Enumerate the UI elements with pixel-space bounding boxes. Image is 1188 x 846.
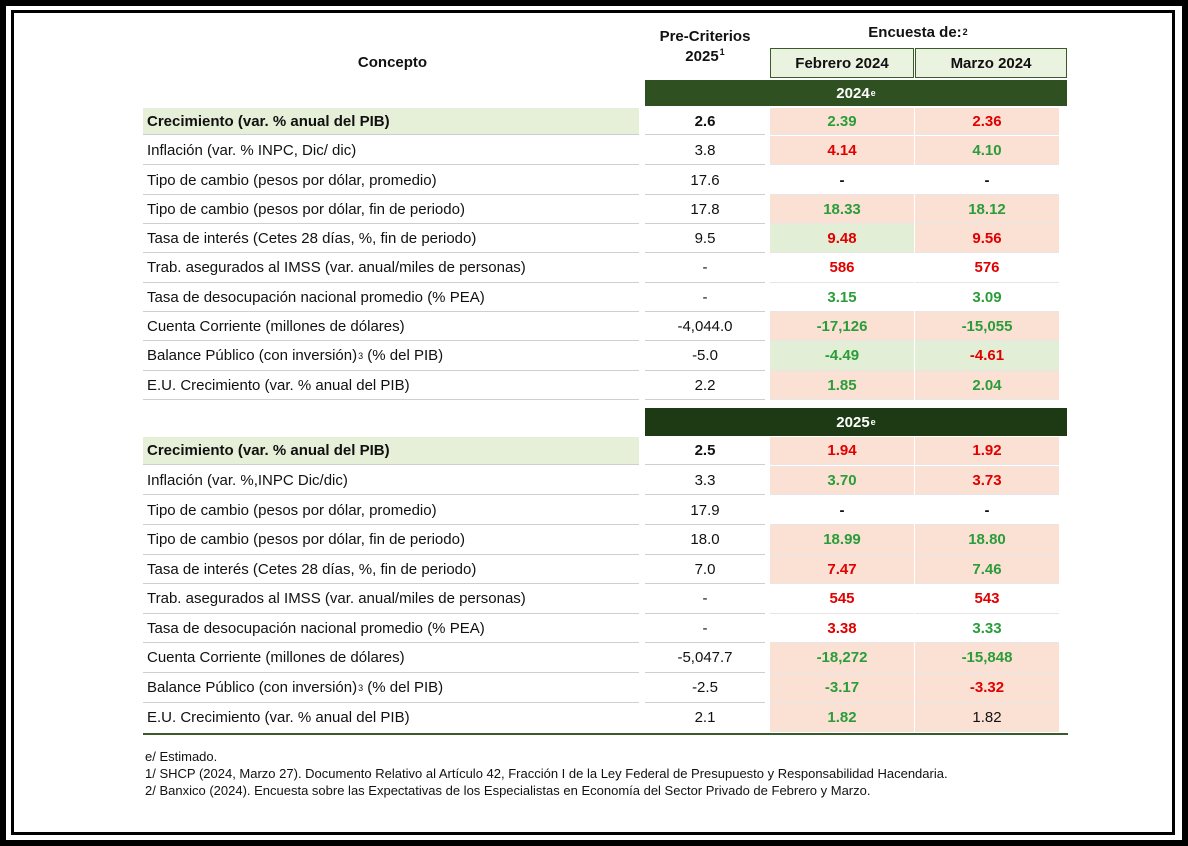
mar-value: -15,055 — [915, 312, 1059, 341]
precriterios-value: - — [645, 253, 765, 283]
feb-value: 3.15 — [770, 283, 914, 312]
year-band-2024: 2024 e — [645, 80, 1067, 106]
mar-value: 7.46 — [915, 555, 1059, 584]
feb-value: 18.33 — [770, 195, 914, 224]
feb-value: 18.99 — [770, 525, 914, 555]
mar-value: 18.80 — [915, 525, 1059, 555]
feb-value: 545 — [770, 584, 914, 614]
precriterios-value: 7.0 — [645, 555, 765, 584]
header-febrero: Febrero 2024 — [770, 48, 914, 78]
precriterios-value: -4,044.0 — [645, 312, 765, 341]
mar-value: -3.32 — [915, 673, 1059, 703]
feb-value: 1.82 — [770, 703, 914, 732]
mar-value: 3.33 — [915, 614, 1059, 643]
header-pre-criterios-line1: Pre-Criterios — [659, 28, 751, 45]
mar-value: 1.82 — [915, 703, 1059, 732]
precriterios-value: - — [645, 584, 765, 614]
mar-value: - — [915, 166, 1059, 195]
header-concepto: Concepto — [357, 53, 428, 71]
precriterios-value: 2.5 — [645, 437, 765, 465]
precriterios-value: 18.0 — [645, 525, 765, 555]
mar-value: 3.73 — [915, 466, 1059, 495]
footnote-e: e/ Estimado. — [145, 749, 218, 764]
row-label: Tipo de cambio (pesos por dólar, fin de … — [143, 525, 639, 555]
inner-frame — [11, 10, 1175, 835]
feb-value: 9.48 — [770, 224, 914, 253]
mar-value: 3.09 — [915, 283, 1059, 312]
footnote-2: 2/ Banxico (2024). Encuesta sobre las Ex… — [145, 783, 871, 798]
header-encuesta: Encuesta de: 2 — [868, 23, 968, 41]
precriterios-value: 9.5 — [645, 224, 765, 253]
header-marzo: Marzo 2024 — [915, 48, 1067, 78]
feb-value: - — [770, 496, 914, 525]
row-label: Crecimiento (var. % anual del PIB) — [143, 108, 639, 135]
feb-value: 7.47 — [770, 555, 914, 584]
row-label: Trab. asegurados al IMSS (var. anual/mil… — [143, 584, 639, 614]
row-label: Tipo de cambio (pesos por dólar, fin de … — [143, 195, 639, 224]
feb-value: -4.49 — [770, 341, 914, 371]
mar-value: 4.10 — [915, 136, 1059, 165]
row-label: Trab. asegurados al IMSS (var. anual/mil… — [143, 253, 639, 283]
precriterios-value: 17.6 — [645, 166, 765, 195]
mar-value: 543 — [915, 584, 1059, 614]
mar-value: 2.04 — [915, 371, 1059, 400]
row-label: Tasa de interés (Cetes 28 días, %, fin d… — [143, 555, 639, 584]
precriterios-value: -2.5 — [645, 673, 765, 703]
mar-value: 1.92 — [915, 437, 1059, 465]
footnote-1: 1/ SHCP (2024, Marzo 27). Documento Rela… — [145, 766, 948, 781]
mar-value: 2.36 — [915, 108, 1059, 135]
precriterios-value: 17.8 — [645, 195, 765, 224]
row-label: E.U. Crecimiento (var. % anual del PIB) — [147, 709, 410, 726]
row-label: Inflación (var. %,INPC Dic/dic) — [143, 466, 639, 495]
row-label: E.U. Crecimiento (var. % anual del PIB) — [143, 371, 639, 400]
footnotes: e/ Estimado. 1/ SHCP (2024, Marzo 27). D… — [145, 748, 1065, 799]
feb-value: -18,272 — [770, 643, 914, 673]
row-label: Cuenta Corriente (millones de dólares) — [143, 312, 639, 341]
row-label: Balance Público (con inversión) 3 (% del … — [143, 341, 639, 371]
feb-value: 1.94 — [770, 437, 914, 465]
table-bottom-rule — [143, 733, 1068, 735]
precriterios-value: -5.0 — [645, 341, 765, 371]
year-band-2025: 2025 e — [645, 408, 1067, 436]
mar-value: 9.56 — [915, 224, 1059, 253]
row-label: Tipo de cambio (pesos por dólar, promedi… — [143, 166, 639, 195]
precriterios-value: 3.8 — [645, 136, 765, 165]
row-label: Tipo de cambio (pesos por dólar, promedi… — [143, 496, 639, 525]
feb-value: 3.38 — [770, 614, 914, 643]
feb-value: 2.39 — [770, 108, 914, 135]
feb-value: 4.14 — [770, 136, 914, 165]
feb-value: - — [770, 166, 914, 195]
row-label: Tasa de desocupación nacional promedio (… — [143, 614, 639, 643]
mar-value: 18.12 — [915, 195, 1059, 224]
row-label: Balance Público (con inversión) 3 (% del … — [143, 673, 639, 703]
precriterios-value: 17.9 — [645, 496, 765, 525]
mar-value: -15,848 — [915, 643, 1059, 673]
precriterios-value: -5,047.7 — [645, 643, 765, 673]
feb-value: 3.70 — [770, 466, 914, 495]
feb-value: 1.85 — [770, 371, 914, 400]
precriterios-value: 2.2 — [645, 371, 765, 400]
precriterios-value: 2.1 — [694, 709, 716, 726]
row-label: Crecimiento (var. % anual del PIB) — [143, 437, 639, 465]
mar-value: -4.61 — [915, 341, 1059, 371]
precriterios-value: - — [645, 614, 765, 643]
feb-value: 586 — [770, 253, 914, 283]
precriterios-value: 2.6 — [645, 108, 765, 135]
feb-value: -3.17 — [770, 673, 914, 703]
feb-value: -17,126 — [770, 312, 914, 341]
header-pre-criterios: Pre-Criterios 20251 — [645, 24, 765, 70]
mar-value: 576 — [915, 253, 1059, 283]
mar-value: - — [915, 496, 1059, 525]
row-label: Cuenta Corriente (millones de dólares) — [143, 643, 639, 673]
row-label: Inflación (var. % INPC, Dic/ dic) — [143, 136, 639, 165]
precriterios-value: - — [645, 283, 765, 312]
header-pre-criterios-line2: 20251 — [685, 47, 725, 66]
precriterios-value: 3.3 — [645, 466, 765, 495]
row-label: Tasa de desocupación nacional promedio (… — [143, 283, 639, 312]
row-label: Tasa de interés (Cetes 28 días, %, fin d… — [143, 224, 639, 253]
